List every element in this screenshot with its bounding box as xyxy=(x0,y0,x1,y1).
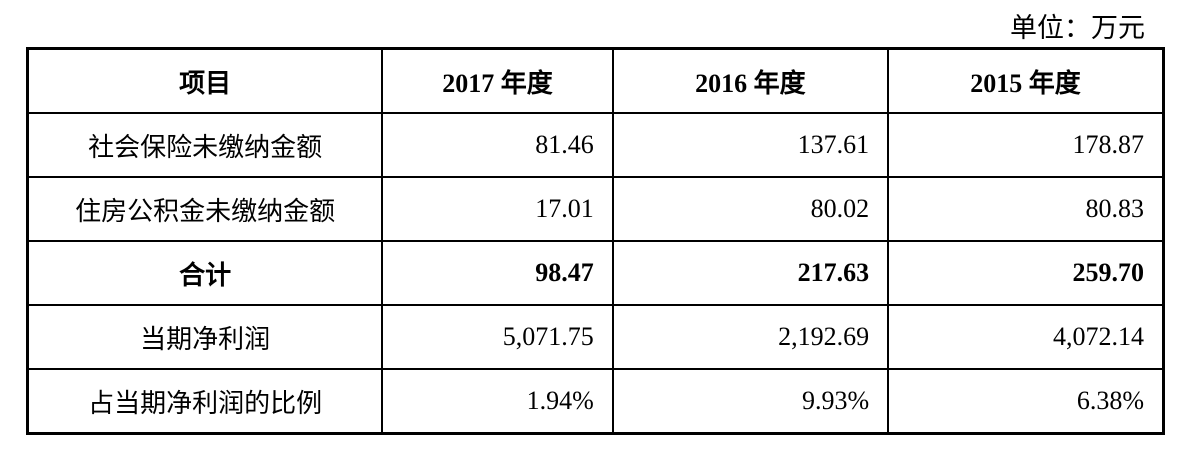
cell: 5,071.75 xyxy=(381,304,614,370)
cell: 137.61 xyxy=(611,112,890,178)
cell: 259.70 xyxy=(887,240,1165,306)
table-row: 住房公积金未缴纳金额 17.01 80.02 80.83 xyxy=(26,176,1165,242)
row-label: 合计 xyxy=(26,240,384,306)
total-row: 合计 98.47 217.63 259.70 xyxy=(26,240,1165,306)
header-cell: 项目 xyxy=(26,47,384,114)
unit-label: 单位：万元 xyxy=(1010,13,1145,43)
cell: 178.87 xyxy=(887,112,1165,178)
cell: 80.02 xyxy=(611,176,890,242)
row-label: 当期净利润 xyxy=(26,304,384,370)
cell: 2,192.69 xyxy=(611,304,890,370)
cell: 80.83 xyxy=(887,176,1165,242)
table-row: 占当期净利润的比例 1.94% 9.93% 6.38% xyxy=(26,368,1165,435)
table-row: 社会保险未缴纳金额 81.46 137.61 178.87 xyxy=(26,112,1165,178)
table-row: 当期净利润 5,071.75 2,192.69 4,072.14 xyxy=(26,304,1165,370)
row-label: 社会保险未缴纳金额 xyxy=(26,112,384,178)
header-cell: 2015 年度 xyxy=(887,47,1165,114)
header-cell: 2017 年度 xyxy=(381,47,614,114)
cell: 98.47 xyxy=(381,240,614,306)
header-cell: 2016 年度 xyxy=(611,47,890,114)
header-row: 项目 2017 年度 2016 年度 2015 年度 xyxy=(26,47,1165,114)
cell: 81.46 xyxy=(381,112,614,178)
row-label: 住房公积金未缴纳金额 xyxy=(26,176,384,242)
row-label: 占当期净利润的比例 xyxy=(26,368,384,435)
cell: 4,072.14 xyxy=(887,304,1165,370)
cell: 1.94% xyxy=(381,368,614,435)
cell: 9.93% xyxy=(611,368,890,435)
cell: 217.63 xyxy=(611,240,890,306)
cell: 6.38% xyxy=(887,368,1165,435)
cell: 17.01 xyxy=(381,176,614,242)
data-table: 项目 2017 年度 2016 年度 2015 年度 社会保险未缴纳金额 81.… xyxy=(26,47,1165,435)
